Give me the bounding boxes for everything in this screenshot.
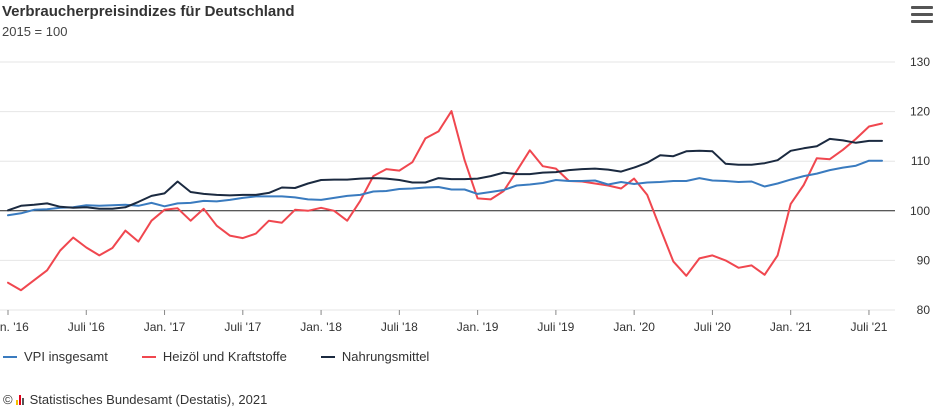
- x-tick-label: Juli '20: [694, 320, 731, 334]
- legend-label-vpi: VPI insgesamt: [24, 349, 108, 364]
- line-chart: 80 90 100 110 120 130 Jan. '16 Juli '16 Jan. '17…: [0, 55, 931, 334]
- x-tick-label: Juli '19: [537, 320, 574, 334]
- x-tick-label: Jan. '19: [457, 320, 499, 334]
- chart-subtitle: 2015 = 100: [2, 24, 68, 39]
- source-text: Statistisches Bundesamt (Destatis), 2021: [29, 392, 268, 407]
- legend-item-nahrung[interactable]: Nahrungsmittel: [320, 349, 430, 364]
- y-tick-label-110: 110: [911, 154, 930, 168]
- chart-title: Verbraucherpreisindizes für Deutschland: [2, 3, 295, 20]
- legend-swatch-vpi: [3, 355, 17, 358]
- series-line-vpi-insgesamt: [7, 159, 883, 217]
- series-line-nahrungsmittel: [7, 137, 883, 212]
- legend-item-vpi[interactable]: VPI insgesamt: [3, 349, 108, 364]
- legend-item-heizoel[interactable]: Heizöl und Kraftstoffe: [141, 349, 287, 364]
- y-tick-label-80: 80: [917, 303, 931, 317]
- x-tick-label: Jan. '18: [300, 320, 342, 334]
- series-line-heiz-l-und-kraftstoffe: [7, 110, 883, 292]
- legend-label-nahrung: Nahrungsmittel: [341, 349, 430, 364]
- y-tick-label-100: 100: [910, 204, 930, 218]
- chart-legend: VPI insgesamt Heizöl und Kraftstoffe Nah…: [3, 349, 429, 364]
- x-tick-label: Jan. '17: [144, 320, 186, 334]
- hamburger-menu-icon[interactable]: [911, 6, 933, 24]
- x-tick-label: Jan. '21: [770, 320, 812, 334]
- x-tick-label: Juli '16: [68, 320, 105, 334]
- copyright-symbol: ©: [3, 392, 13, 407]
- x-tick-label: Jan. '16: [0, 320, 29, 334]
- y-tick-label-130: 130: [910, 55, 930, 69]
- x-tick-label: Juli '21: [850, 320, 887, 334]
- legend-swatch-heizoel: [141, 355, 156, 358]
- y-tick-label-90: 90: [917, 253, 931, 267]
- destatis-logo-icon: [15, 394, 24, 405]
- legend-swatch-nahrung: [320, 355, 335, 358]
- source-credit: © Statistisches Bundesamt (Destatis), 20…: [3, 392, 267, 407]
- legend-label-heizoel: Heizöl und Kraftstoffe: [162, 349, 287, 364]
- x-tick-label: Jan. '20: [613, 320, 655, 334]
- y-tick-label-120: 120: [910, 105, 930, 119]
- x-tick-label: Juli '18: [381, 320, 418, 334]
- x-tick-label: Juli '17: [224, 320, 261, 334]
